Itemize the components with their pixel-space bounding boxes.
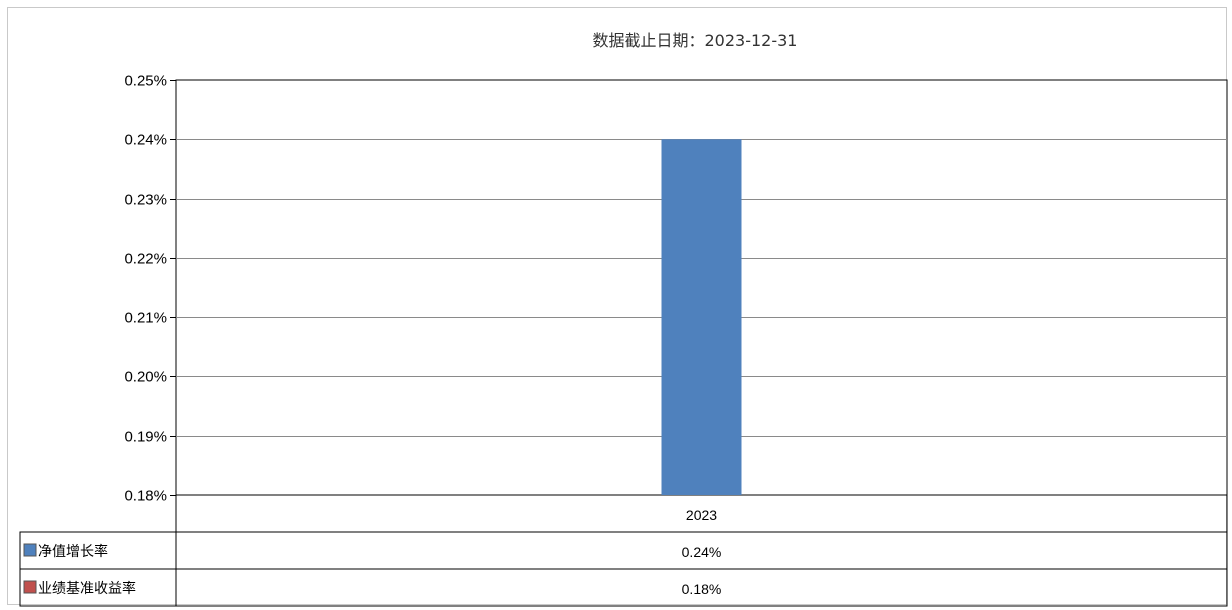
y-axis: 0.18% 0.19% 0.20% 0.21% 0.22% 0.23% 0.24% 0.25% (124, 73, 176, 505)
legend-label: 业绩基准收益率 (38, 580, 136, 597)
x-tick-label: 2023 (686, 507, 717, 523)
y-tick-label: 0.19% (124, 429, 167, 446)
legend-swatch (23, 543, 37, 557)
y-tick-label: 0.24% (124, 132, 167, 149)
y-tick-label: 0.25% (124, 73, 167, 90)
chart-title: 数据截止日期：2023-12-31 (593, 31, 798, 50)
bars (661, 139, 742, 496)
table-row (19, 568, 1228, 607)
y-tick-label: 0.18% (124, 488, 167, 505)
data-table: 2023 净值增长率 0.24% 业绩基准收益率 0.18% (19, 495, 1228, 607)
y-tick-label: 0.22% (124, 251, 167, 268)
table-row (19, 531, 1228, 570)
data-value-label: 0.24% (682, 544, 722, 560)
legend-label: 净值增长率 (38, 543, 108, 560)
y-tick-label: 0.21% (124, 310, 167, 327)
legend-swatch (23, 580, 37, 594)
data-value-label: 0.18% (682, 581, 722, 597)
y-tick-label: 0.20% (124, 369, 167, 386)
bar-nav-growth (661, 139, 742, 496)
y-tick-label: 0.23% (124, 192, 167, 209)
